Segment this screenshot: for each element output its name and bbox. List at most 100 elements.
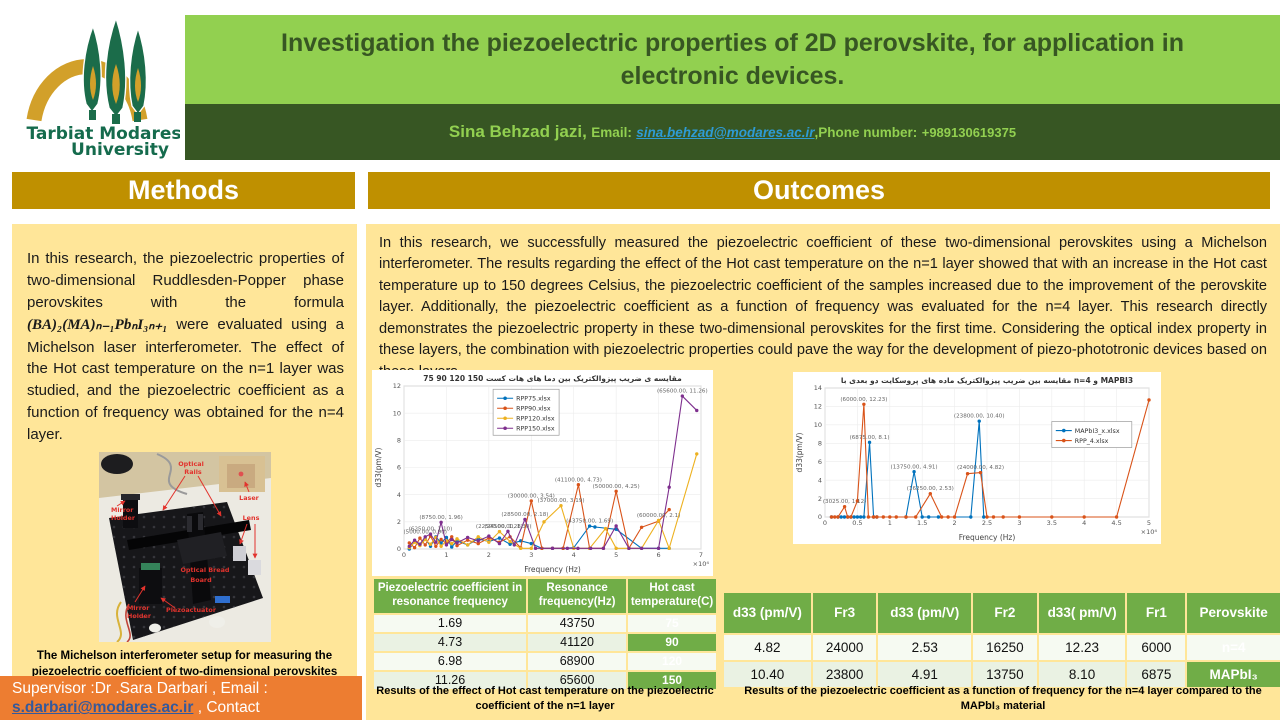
label-mirror1b: Holder <box>111 514 136 522</box>
svg-text:(5000.00, 0.90): (5000.00, 0.90) <box>403 529 447 535</box>
photo-bg-object <box>100 454 133 475</box>
svg-text:(3025.00, 1.12): (3025.00, 1.12) <box>823 499 867 505</box>
svg-text:4: 4 <box>572 551 576 559</box>
svg-text:8: 8 <box>397 437 401 445</box>
svg-text:0.5: 0.5 <box>852 519 862 527</box>
label-piezo: Piezoactuator <box>166 606 217 614</box>
table2-caption: Results of the piezoelectric coefficient… <box>744 685 1262 712</box>
svg-text:8: 8 <box>818 439 822 447</box>
svg-text:RPP75.xlsx: RPP75.xlsx <box>516 396 551 403</box>
photo-laser-dot <box>238 471 243 477</box>
svg-text:×10⁴: ×10⁴ <box>693 560 710 568</box>
svg-text:12: 12 <box>393 382 401 390</box>
svg-text:RPP90.xlsx: RPP90.xlsx <box>516 406 551 413</box>
svg-text:(16250.00, 2.53): (16250.00, 2.53) <box>907 486 954 492</box>
svg-text:6: 6 <box>397 464 401 472</box>
svg-text:3.5: 3.5 <box>1047 519 1057 527</box>
svg-text:(23800.00, 10.40): (23800.00, 10.40) <box>954 414 1005 420</box>
svg-text:(6000.00, 12.23): (6000.00, 12.23) <box>840 397 887 403</box>
svg-text:4: 4 <box>1082 519 1086 527</box>
methods-header: Methods <box>12 172 355 209</box>
photo-mirror-cap <box>120 494 140 501</box>
supervisor-contact: , Contact info:+98(21)82883524 <box>12 699 260 720</box>
outcomes-header: Outcomes <box>368 172 1270 209</box>
label-mirror2b: Holder <box>127 612 152 620</box>
outcomes-heading: Outcomes <box>752 175 886 205</box>
svg-text:3: 3 <box>1017 519 1021 527</box>
logo-text-line1: Tarbiat Modares <box>26 124 180 144</box>
svg-text:5: 5 <box>1147 519 1151 527</box>
svg-text:(28500.00, 2.18): (28500.00, 2.18) <box>501 512 548 518</box>
svg-text:1: 1 <box>888 519 892 527</box>
svg-text:0: 0 <box>818 513 822 521</box>
methods-panel: In this research, the piezoelectric prop… <box>12 224 357 678</box>
svg-text:2: 2 <box>953 519 957 527</box>
label-laser: Laser <box>239 494 260 502</box>
svg-text:RPP_4.xlsx: RPP_4.xlsx <box>1075 438 1109 445</box>
svg-text:d33(pm/V): d33(pm/V) <box>795 432 804 472</box>
author-bar: Sina Behzad jazi, Email: sina.behzad@mod… <box>185 104 1280 160</box>
svg-text:(50000.00, 4.25): (50000.00, 4.25) <box>593 484 640 490</box>
label-optical: Optical <box>178 460 204 468</box>
svg-text:0: 0 <box>402 551 406 559</box>
svg-text:12: 12 <box>814 403 822 411</box>
svg-text:MAPbI3_x.xlsx: MAPbI3_x.xlsx <box>1075 428 1120 435</box>
svg-text:10: 10 <box>814 421 822 429</box>
svg-text:3: 3 <box>529 551 533 559</box>
photo-post-2 <box>197 514 203 531</box>
photo-wire-red <box>124 603 131 643</box>
label-board2: Board <box>190 576 212 584</box>
photo-post-1 <box>186 516 192 533</box>
svg-text:(24000.00, 4.82): (24000.00, 4.82) <box>957 465 1004 471</box>
svg-text:(37000.00, 3.19): (37000.00, 3.19) <box>537 498 584 504</box>
photo-cable <box>156 453 187 495</box>
photo-lens-mount-1 <box>232 546 246 562</box>
photo-breadboard-holes <box>108 502 263 641</box>
svg-text:(24500.00, 1.30): (24500.00, 1.30) <box>484 524 531 530</box>
svg-text:مقایسه ی ضریب پیزوالکتریک بین: مقایسه ی ضریب پیزوالکتریک بین دما های ها… <box>423 374 682 383</box>
svg-text:×10⁴: ×10⁴ <box>1141 528 1158 536</box>
photo-mirror-holder-bottom <box>138 568 162 605</box>
svg-text:d33(pm/V): d33(pm/V) <box>374 447 383 487</box>
author-phone: +989130619375 <box>921 124 1017 140</box>
supervisor-email-link[interactable]: s.darbari@modares.ac.ir <box>12 699 194 717</box>
svg-text:(6875.00, 8.1): (6875.00, 8.1) <box>850 435 890 441</box>
svg-text:(65600.00, 11.26): (65600.00, 11.26) <box>657 389 708 395</box>
svg-text:4: 4 <box>397 491 401 499</box>
photo-wire-yellow <box>115 601 122 643</box>
email-label: Email: <box>591 124 632 140</box>
supervisor-line2: s.darbari@modares.ac.ir , Contact info:+… <box>12 698 350 720</box>
photo-caption: The Michelson interferometer setup for m… <box>31 650 338 678</box>
svg-text:5: 5 <box>614 551 618 559</box>
svg-text:1.5: 1.5 <box>917 519 927 527</box>
svg-text:(6250.00, 1.10): (6250.00, 1.10) <box>409 527 453 533</box>
svg-text:10: 10 <box>393 409 401 417</box>
chart-n4-vs-mapbi3: 0 0.5 1 1.5 2 2.5 3 3.5 4 4.5 5 0 2 4 6 8 10 12 14 Frequenc… <box>793 372 1161 544</box>
svg-text:2.5: 2.5 <box>982 519 992 527</box>
photo-lens-mount-2 <box>247 560 261 576</box>
svg-text:(60000.00, 2.1): (60000.00, 2.1) <box>637 513 681 519</box>
perovskite-formula: (BA)₂(MA)ₙ₋₁PbₙI₃ₙ₊₁ <box>27 316 168 333</box>
svg-text:4: 4 <box>818 476 822 484</box>
chart-hotcast-temperatures: 0 1 2 3 4 5 6 7 0 2 4 6 8 10 12 Frequency (Hz) ×10⁴ d33(p… <box>372 370 713 576</box>
methods-text-after: were evaluated using a Michelson laser i… <box>27 315 344 444</box>
photo-stage <box>176 532 227 565</box>
methods-text-before: In this research, the piezoelectric prop… <box>27 250 344 311</box>
svg-text:4.5: 4.5 <box>1111 519 1121 527</box>
methods-heading: Methods <box>128 175 239 205</box>
svg-text:(30000.00, 3.54): (30000.00, 3.54) <box>508 493 555 499</box>
supervisor-line1: Supervisor :Dr .Sara Darbari , Email : <box>12 680 268 697</box>
svg-text:RPP150.xlsx: RPP150.xlsx <box>516 426 555 433</box>
svg-text:0: 0 <box>823 519 827 527</box>
table1-caption: Results of the effect of Hot cast temper… <box>376 685 714 712</box>
svg-text:0: 0 <box>397 545 401 553</box>
author-email-link[interactable]: sina.behzad@modares.ac.ir <box>636 124 815 140</box>
svg-text:Frequency (Hz): Frequency (Hz) <box>524 565 581 574</box>
svg-text:(13750.00, 4.91): (13750.00, 4.91) <box>891 464 938 470</box>
table-frequency-results: d33 (pm/V) Fr3 d33 (pm/V) Fr2 d33( pm/V) Fr1 P… <box>722 591 1280 689</box>
label-lens: Lens <box>242 514 259 522</box>
table-hotcast-results: Piezoelectric coefficient in resonance f… <box>372 577 718 691</box>
phone-label: Phone number: <box>818 124 918 140</box>
svg-text:(43750.00, 1.69): (43750.00, 1.69) <box>566 519 613 525</box>
